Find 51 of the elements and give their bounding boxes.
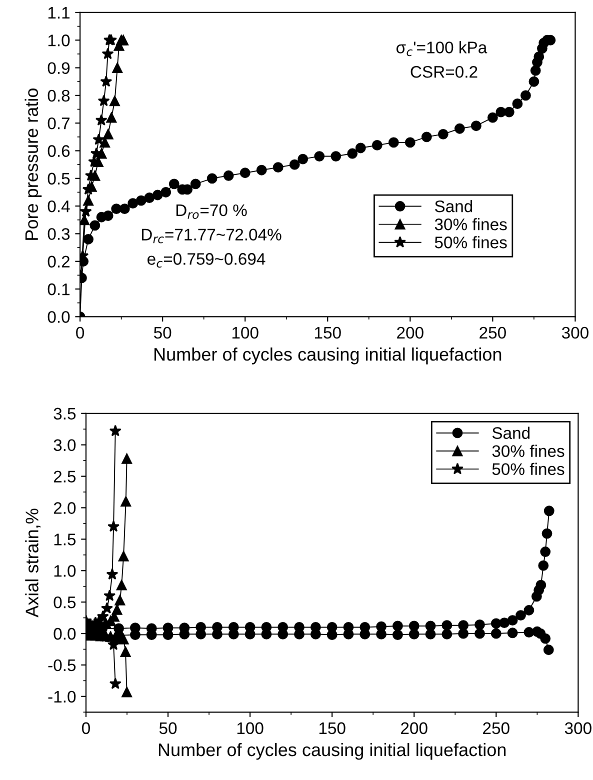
legend-label: 50% fines xyxy=(434,236,507,248)
y-tick-label: 0.6 xyxy=(48,145,70,157)
x-tick-label: 100 xyxy=(237,722,264,734)
y-tick-label: -1.0 xyxy=(48,690,76,703)
legend-label: 30% fines xyxy=(492,444,564,458)
y-tick-label: 0.8 xyxy=(48,90,70,102)
annotation: σ$_{c}$'=100 kPa xyxy=(396,41,488,56)
y-tick-label: 0.5 xyxy=(54,596,76,608)
legend-label: 50% fines xyxy=(492,462,564,476)
legend-label: Sand xyxy=(434,200,472,212)
y-tick-label: -0.5 xyxy=(48,659,76,672)
y-tick-label: 0.5 xyxy=(48,172,70,185)
y-tick-label: 0.3 xyxy=(48,228,70,240)
x-tick-label: 200 xyxy=(401,722,428,734)
y-tick-label: 0.1 xyxy=(48,283,70,296)
x-tick-label: 250 xyxy=(480,326,506,339)
y-tick-label: 3.5 xyxy=(54,408,76,420)
x-tick-label: 100 xyxy=(232,326,258,339)
legend-label: 30% fines xyxy=(434,218,507,230)
legend-label: Sand xyxy=(492,426,530,439)
y-tick-label: 1.1 xyxy=(48,7,70,19)
y-tick-label: 1.0 xyxy=(48,34,70,46)
y-tick-label: 0.9 xyxy=(48,62,70,74)
x-axis-title: Number of cycles causing initial liquefaction xyxy=(154,347,502,364)
y-tick-label: 0.0 xyxy=(48,311,70,323)
y-tick-label: 0.4 xyxy=(48,200,70,212)
y-tick-label: 2.0 xyxy=(54,502,76,514)
annotation: CSR=0.2 xyxy=(410,66,478,78)
x-tick-label: 300 xyxy=(562,326,588,339)
y-axis-title: Axial strain,% xyxy=(25,508,41,618)
y-tick-label: 3.0 xyxy=(54,439,76,452)
x-tick-label: 50 xyxy=(154,326,172,339)
x-tick-label: 0 xyxy=(82,722,90,734)
x-tick-label: 150 xyxy=(315,326,341,339)
y-axis-title: Pore pressure ratio xyxy=(24,88,42,240)
x-tick-label: 200 xyxy=(397,326,424,339)
x-axis-title: Number of cycles causing initial liquefaction xyxy=(158,742,506,760)
y-tick-label: 0.2 xyxy=(48,256,70,268)
y-tick-label: 1.5 xyxy=(54,534,76,546)
y-tick-label: 0.0 xyxy=(54,628,76,640)
x-tick-label: 250 xyxy=(483,722,510,734)
annotation: e$_{c}$=0.759~0.694 xyxy=(148,253,266,268)
x-tick-label: 50 xyxy=(159,722,177,734)
x-tick-label: 300 xyxy=(564,722,592,734)
annotation: D$_{ro}$=70 % xyxy=(176,204,247,219)
annotation: D$_{rc}$=71.77~72.04% xyxy=(142,228,282,244)
x-tick-label: 150 xyxy=(319,722,346,734)
y-tick-label: 0.7 xyxy=(48,118,70,130)
y-tick-label: 1.0 xyxy=(54,565,76,577)
x-tick-label: 0 xyxy=(76,326,84,339)
y-tick-label: 2.5 xyxy=(54,470,76,482)
